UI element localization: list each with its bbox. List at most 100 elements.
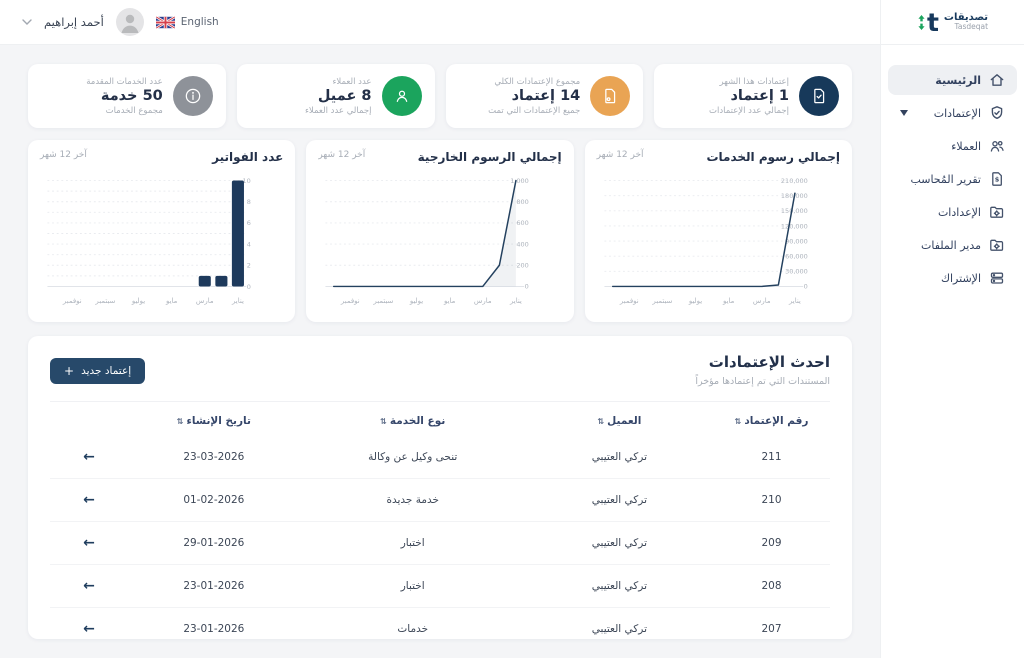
stat-bottom-label: جميع الإعتمادات التي تمت [488,105,581,116]
uk-flag-icon [155,15,175,29]
users-icon [990,140,1004,152]
brand-name: تصديقات Tasdeqat [944,12,988,31]
approval-id-cell: 211 [761,451,782,463]
stat-value: 8 عميل [317,88,372,104]
section-subtitle: المستندات التي تم إعتمادها مؤخراً [695,376,830,387]
brand-name-arabic: تصديقات [943,12,989,24]
sidebar-item-approvals[interactable]: الإعتمادات [888,98,1017,128]
svg-text:0: 0 [525,283,529,291]
table-row: 207 تركي العتيبي خدمات 23-01-2026 ← [50,607,830,650]
chart-title: إجمالي الرسوم الخارجية [417,150,562,164]
chevron-down-caret-icon[interactable] [900,110,908,116]
svg-text:سبتمبر: سبتمبر [373,297,394,305]
sidebar-item-accountant-report[interactable]: $ تقرير المُحاسب [888,164,1017,194]
brand-logo[interactable]: تصديقات Tasdeqat t [881,0,1024,45]
person-icon [121,14,139,33]
user-avatar[interactable] [115,8,144,36]
stat-bottom-label: إجمالي عدد الإعتمادات [708,105,789,116]
sidebar-item-label: الإعتمادات [933,106,981,120]
service-type-cell: خدمات [299,607,526,650]
column-header-service-type[interactable]: نوع الخدمة⇅ [380,415,446,427]
svg-text:نوفمبر: نوفمبر [619,297,639,305]
action-cell: ← [50,564,129,608]
latest-approvals-section: احدث الإعتمادات المستندات التي تم إعتماد… [28,336,852,650]
client-cell: تركي العتيبي [525,521,713,565]
topbar: English أحمد إبراهيم [0,0,880,45]
sidebar-item-clients[interactable]: العملاء [888,131,1017,161]
table-row: 209 تركي العتيبي اختبار 29-01-2026 ← [50,521,830,565]
creation-date-cell: 01-02-2026 [128,478,300,522]
client-cell: تركي العتيبي [591,451,648,463]
column-header-client[interactable]: العميل⇅ [597,415,642,427]
svg-text:1,000: 1,000 [511,177,530,185]
client-cell: تركي العتيبي [525,564,713,608]
user-name[interactable]: أحمد إبراهيم [44,15,104,29]
column-header-creation-date[interactable]: تاريخ الإنشاء⇅ [176,415,251,427]
document-check-icon [799,76,839,116]
column-header-approval-id[interactable]: رقم الإعتماد⇅ [734,415,809,427]
sidebar-item-file-manager[interactable]: مدير الملفات [888,230,1017,260]
sidebar-item-home[interactable]: الرئيسية [888,65,1017,95]
svg-text:120,000: 120,000 [781,222,808,230]
sidebar-item-label: مدير الملفات [921,238,981,252]
svg-text:8: 8 [247,198,251,206]
sidebar-item-settings[interactable]: الإعدادات [888,197,1017,227]
svg-text:60,000: 60,000 [785,252,808,260]
dashboard-content: إعتمادات هذا الشهر 1 إعتماد إجمالي عدد ا… [0,45,880,658]
approval-id-cell: 208 [713,564,830,608]
svg-text:2: 2 [247,262,251,270]
client-cell: تركي العتيبي [525,607,713,650]
stat-bottom-label: إجمالي عدد العملاء [304,105,372,116]
svg-text:800: 800 [517,198,529,206]
approval-id-cell: 210 [713,478,830,522]
open-approval-arrow-icon[interactable]: ← [83,621,95,637]
svg-text:600: 600 [517,219,529,227]
svg-text:4: 4 [247,240,251,248]
logo-arrows-icon [918,14,925,30]
svg-text:يوليو: يوليو [409,297,423,305]
sidebar-item-subscription[interactable]: الإشتراك [888,263,1017,293]
svg-text:سبتمبر: سبتمبر [94,297,115,305]
language-switcher[interactable]: English [155,15,219,29]
svg-text:10: 10 [243,177,251,185]
open-approval-arrow-icon[interactable]: ← [83,492,95,508]
table-row: 208 تركي العتيبي اختبار 23-01-2026 ← [50,564,830,608]
action-cell: ← [50,478,129,522]
new-approval-button[interactable]: إعتماد جديد + [50,358,146,384]
creation-date-cell: 29-01-2026 [128,521,300,565]
stat-card-clients-count: عدد العملاء 8 عميل إجمالي عدد العملاء [236,64,435,128]
stat-cards: إعتمادات هذا الشهر 1 إعتماد إجمالي عدد ا… [28,64,852,128]
info-icon [172,76,213,116]
sort-icon: ⇅ [380,417,387,426]
svg-text:0: 0 [803,283,807,291]
svg-text:210,000: 210,000 [781,177,808,185]
chevron-down-icon[interactable] [22,19,32,25]
new-approval-button-label: إعتماد جديد [81,365,132,377]
document-icon [590,76,631,116]
svg-text:مارس: مارس [474,297,492,305]
svg-text:مايو: مايو [722,297,735,305]
svg-text:سبتمبر: سبتمبر [651,297,672,305]
stat-top-label: إعتمادات هذا الشهر [719,76,789,87]
stat-top-label: عدد الخدمات المقدمة [86,76,163,87]
svg-text:نوفمبر: نوفمبر [340,297,360,305]
sort-icon: ⇅ [734,417,742,426]
open-approval-arrow-icon[interactable]: ← [83,535,95,551]
service-type-cell: اختبار [299,521,526,565]
stat-card-approvals-this-month: إعتمادات هذا الشهر 1 إعتماد إجمالي عدد ا… [654,64,852,128]
user-icon [381,76,422,116]
stat-value: 1 إعتماد [730,88,789,104]
creation-date-cell: 23-01-2026 [128,564,300,608]
chart-title: إجمالي رسوم الخدمات [706,150,840,164]
stat-top-label: مجموع الإعتمادات الكلي [494,76,581,87]
stat-top-label: عدد العملاء [332,76,372,87]
stat-card-total-approvals: مجموع الإعتمادات الكلي 14 إعتماد جميع ال… [445,64,644,128]
invoices-bar-chart: 0 2 4 6 8 10 يناير مارس مايو يوليو سبتمبر نوفمبر [47,177,251,305]
open-approval-arrow-icon[interactable]: ← [83,578,95,594]
open-approval-arrow-icon[interactable]: ← [83,449,95,465]
svg-text:6: 6 [247,219,251,227]
sidebar-item-label: تقرير المُحاسب [910,172,981,186]
sort-icon: ⇅ [176,417,184,426]
service-type-cell: اختبار [299,564,526,608]
